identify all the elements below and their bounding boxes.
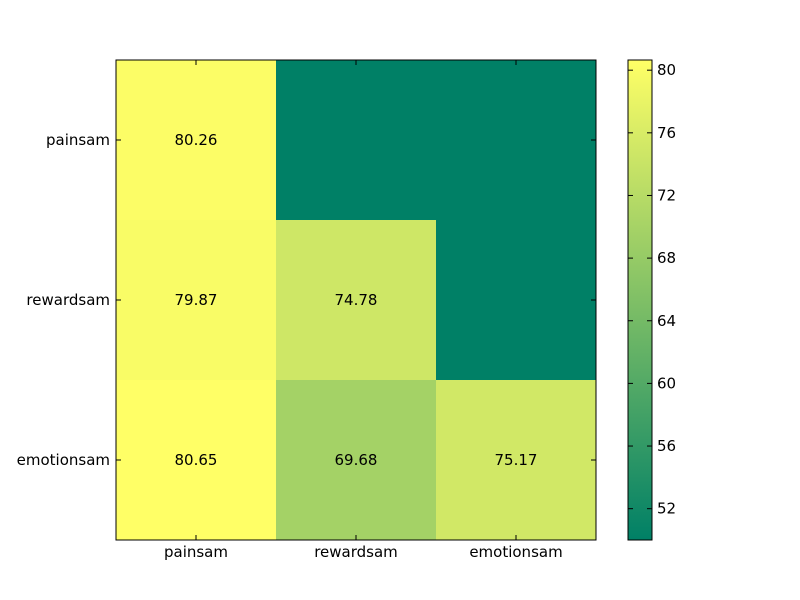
heatmap-cell [276, 220, 436, 380]
y-tick-label: painsam [46, 131, 110, 149]
colorbar-tick-label: 72 [657, 186, 676, 204]
cell-value-label: 79.87 [175, 291, 218, 309]
colorbar-tick-label: 80 [657, 61, 676, 79]
cell-value-label: 75.17 [495, 451, 538, 469]
heatmap-cell [116, 220, 276, 380]
heatmap-cell [116, 380, 276, 540]
x-tick-label: painsam [164, 543, 228, 561]
colorbar-tick-label: 76 [657, 124, 676, 142]
y-axis: painsam rewardsam emotionsam [17, 131, 596, 469]
cell-value-label: 74.78 [335, 291, 378, 309]
colorbar: 52 56 60 64 68 72 76 80 [627, 59, 676, 541]
heatmap-cell [276, 60, 436, 220]
colorbar-tick-label: 56 [657, 437, 676, 455]
y-tick-label: emotionsam [17, 451, 110, 469]
cell-value-label: 69.68 [335, 451, 378, 469]
heatmap-cell [436, 60, 596, 220]
y-tick-label: rewardsam [26, 291, 110, 309]
colorbar-gradient [627, 59, 653, 541]
heatmap-cells [116, 60, 596, 540]
heatmap-cell [436, 220, 596, 380]
x-tick-label: rewardsam [314, 543, 398, 561]
x-axis: painsam rewardsam emotionsam [164, 60, 563, 561]
colorbar-tick-label: 64 [657, 312, 676, 330]
colorbar-tick-label: 60 [657, 374, 676, 392]
heatmap-cell [116, 60, 276, 220]
colorbar-tick-label: 68 [657, 249, 676, 267]
heatmap-cell [276, 380, 436, 540]
colorbar-tick-label: 52 [657, 500, 676, 518]
cell-value-label: 80.26 [175, 131, 218, 149]
heatmap-cell [436, 380, 596, 540]
cell-value-label: 80.65 [175, 451, 218, 469]
heatmap-cell-labels: 80.26 79.87 74.78 80.65 69.68 75.17 [175, 131, 538, 469]
x-tick-label: emotionsam [469, 543, 562, 561]
